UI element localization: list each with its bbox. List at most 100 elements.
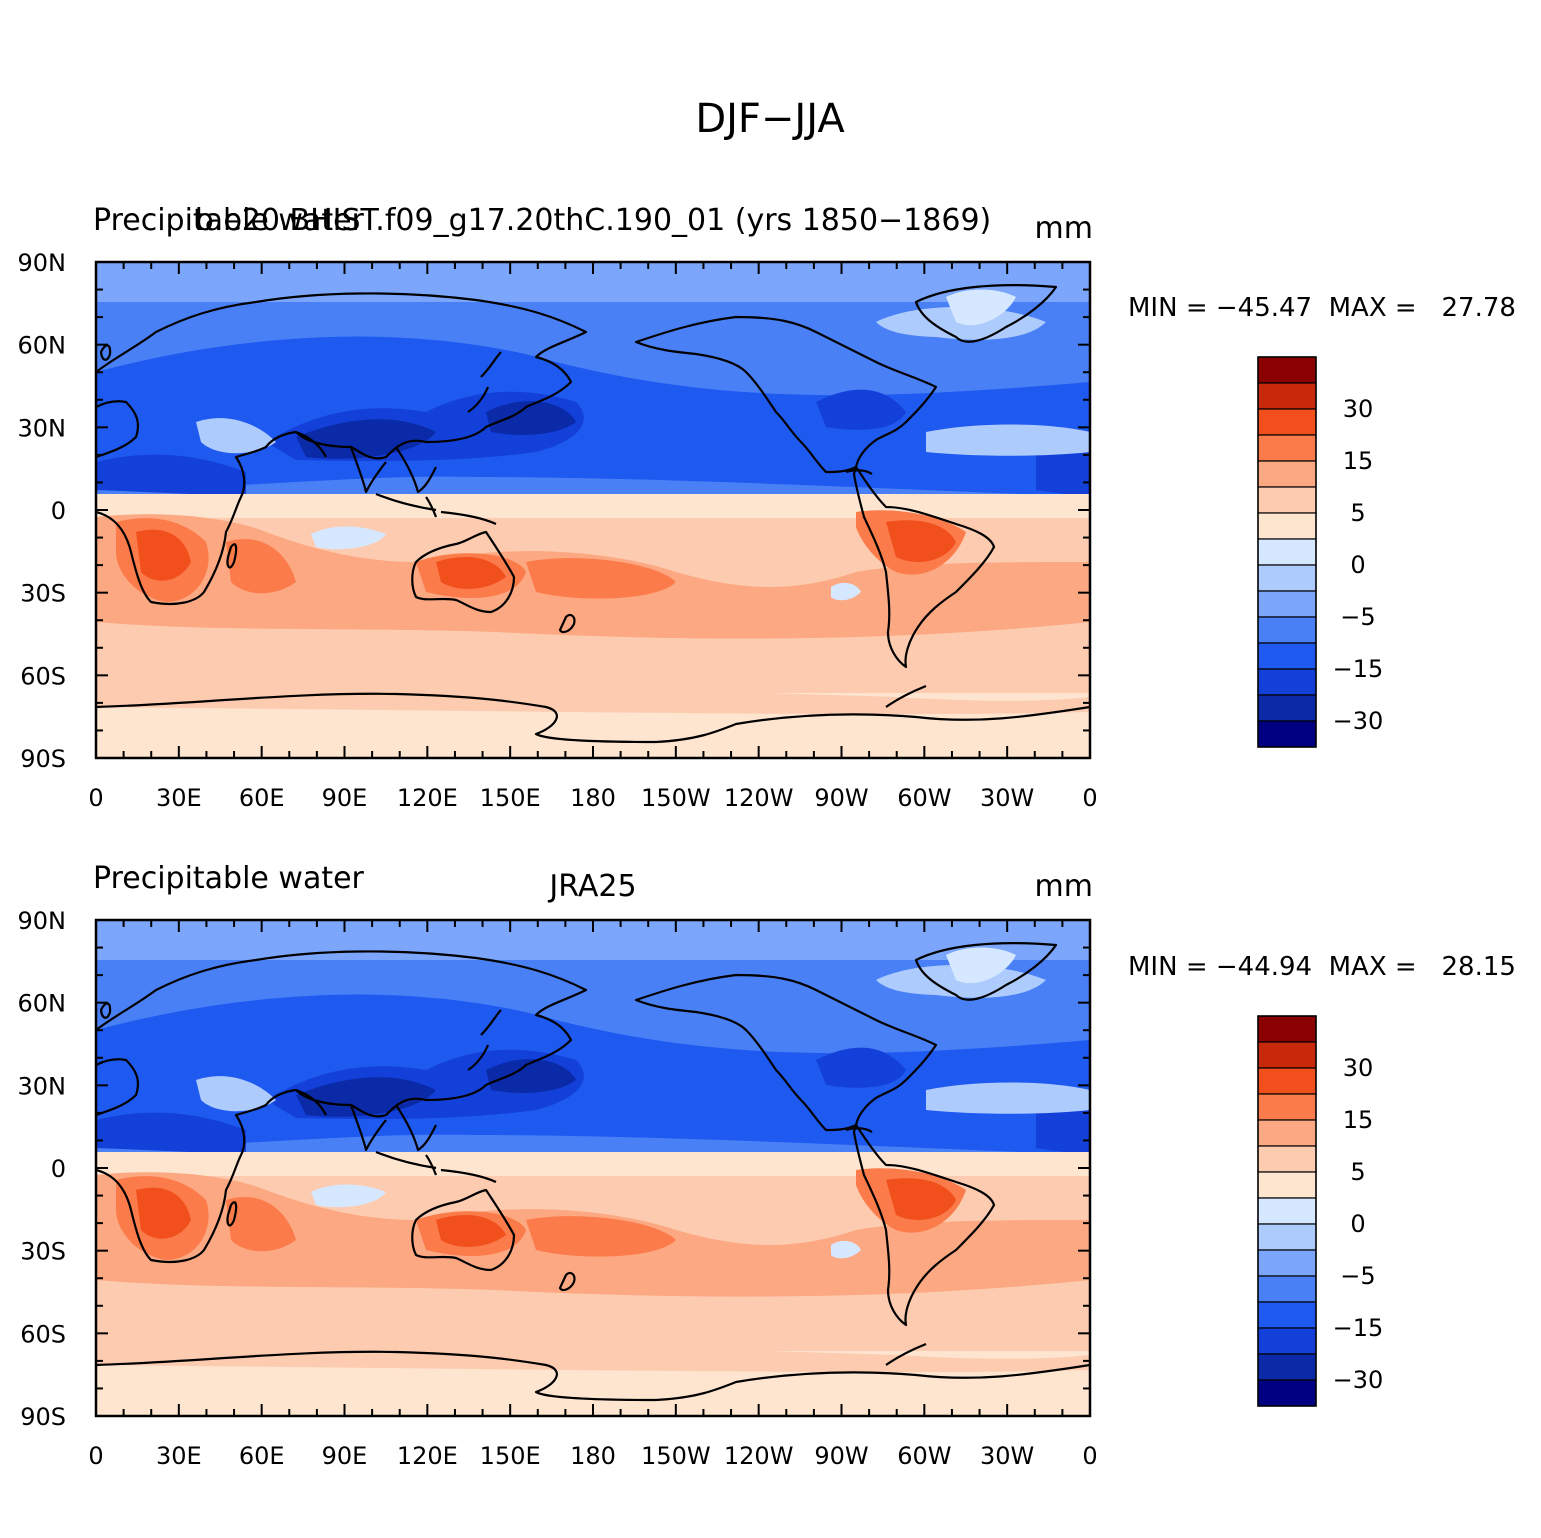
panel-1-lon-label: 30W [980, 784, 1034, 812]
panel-1-colorbar: 30 15 5 0 −5 −15 −30 [1257, 356, 1384, 748]
colorbar-swatch [1257, 694, 1317, 722]
colorbar-swatch [1257, 642, 1317, 670]
panel-1-lon-label: 60W [897, 784, 951, 812]
panel-2-lon-label: 120E [397, 1442, 458, 1470]
colorbar-swatch [1257, 1145, 1317, 1173]
colorbar-label: −30 [1333, 707, 1384, 735]
panel-2-lon-label: 30E [156, 1442, 202, 1470]
panel-2-lon-ticks: 0 30E 60E 90E 120E 150E 180 150W 120W 90W 60W 30W 0 [88, 920, 1098, 1470]
panel-2-lon-label: 30W [980, 1442, 1034, 1470]
panel-2-lat-label: 30N [18, 1072, 67, 1100]
colorbar-swatch [1257, 382, 1317, 410]
panel-2-lat-label: 0 [51, 1155, 66, 1183]
map-panel-1: Precipitable water b.e20.BHIST.f09_g17.2… [18, 203, 1516, 812]
panel-1-lon-label: 90W [814, 784, 868, 812]
colorbar-label: 15 [1343, 1106, 1374, 1134]
panel-1-lat-ticks: 90N 60N 30N 0 30S 60S 90S [18, 249, 1090, 773]
panel-1-lon-label: 120E [397, 784, 458, 812]
colorbar-swatch [1257, 434, 1317, 462]
colorbar-swatch [1257, 1275, 1317, 1303]
panel-1-lon-label: 30E [156, 784, 202, 812]
panel-2-lon-label: 180 [570, 1442, 616, 1470]
colorbar-label: −5 [1340, 1262, 1375, 1290]
colorbar-swatch [1257, 408, 1317, 436]
panel-2-lon-label: 60W [897, 1442, 951, 1470]
panel-2-lon-label: 0 [1082, 1442, 1097, 1470]
panel-2-center-title: JRA25 [547, 869, 636, 904]
panel-2-lat-label: 90S [20, 1403, 66, 1431]
panel-2-lon-label: 60E [239, 1442, 285, 1470]
panel-1-lon-label: 90E [322, 784, 368, 812]
colorbar-swatch [1257, 1223, 1317, 1251]
panel-2-lon-label: 0 [88, 1442, 103, 1470]
colorbar-label: −15 [1333, 1314, 1384, 1342]
colorbar-swatch [1257, 616, 1317, 644]
colorbar-swatch [1257, 720, 1317, 748]
panel-1-lon-label: 180 [570, 784, 616, 812]
colorbar-swatch [1257, 460, 1317, 488]
colorbar-swatch [1257, 486, 1317, 514]
panel-2-lon-label: 150W [641, 1442, 711, 1470]
panel-2-lat-label: 90N [18, 907, 67, 935]
colorbar-swatch [1257, 1301, 1317, 1329]
colorbar-label: 5 [1350, 1158, 1365, 1186]
colorbar-label: 5 [1350, 499, 1365, 527]
colorbar-label: 30 [1343, 395, 1374, 423]
panel-2-map-area: 0 30E 60E 90E 120E 150E 180 150W 120W 90W 60W 30W 0 … [18, 907, 1098, 1470]
colorbar-swatch [1257, 1327, 1317, 1355]
panel-2-lon-label: 150E [480, 1442, 541, 1470]
panel-1-lat-label: 0 [51, 497, 66, 525]
colorbar-swatch [1257, 1067, 1317, 1095]
colorbar-label: 0 [1350, 1210, 1365, 1238]
colorbar-label: 0 [1350, 551, 1365, 579]
panel-1-lon-label: 150W [641, 784, 711, 812]
panel-2-lat-label: 60S [20, 1320, 66, 1348]
panel-2-min-max: MIN = −44.94 MAX = 28.15 [1128, 952, 1516, 982]
colorbar-label: −15 [1333, 655, 1384, 683]
panel-1-lon-label: 0 [1082, 784, 1097, 812]
colorbar-swatch [1257, 1249, 1317, 1277]
colorbar-swatch [1257, 1041, 1317, 1069]
panel-1-left-title: Precipitable water [93, 203, 365, 238]
panel-2-lon-label: 120W [724, 1442, 794, 1470]
colorbar-swatch [1257, 1171, 1317, 1199]
panel-2-contour-field [96, 920, 1090, 1416]
panel-2-left-title: Precipitable water [93, 861, 365, 896]
colorbar-swatch [1257, 668, 1317, 696]
panel-1-lon-label: 0 [88, 784, 103, 812]
panel-2-lon-label: 90E [322, 1442, 368, 1470]
colorbar-swatch [1257, 356, 1317, 384]
panel-1-map-area: 0 30E 60E 90E 120E 150E 180 150W 120W 90W 60W 30W 0 … [18, 249, 1098, 812]
panel-1-lon-label: 120W [724, 784, 794, 812]
panel-1-lat-label: 30N [18, 414, 67, 442]
panel-1-lat-label: 30S [20, 580, 66, 608]
colorbar-swatch [1257, 564, 1317, 592]
panel-1-lat-label: 60S [20, 662, 66, 690]
figure-title: DJF−JJA [695, 96, 845, 142]
panel-2-lat-label: 30S [20, 1238, 66, 1266]
colorbar-label: −30 [1333, 1366, 1384, 1394]
panel-2-lon-label: 90W [814, 1442, 868, 1470]
panel-1-lon-label: 150E [480, 784, 541, 812]
panel-2-lat-label: 60N [18, 990, 67, 1018]
colorbar-label: 15 [1343, 447, 1374, 475]
colorbar-swatch [1257, 1093, 1317, 1121]
colorbar-swatch [1257, 1015, 1317, 1043]
panel-1-units: mm [1035, 211, 1093, 246]
panel-2-units: mm [1035, 869, 1093, 904]
panel-1-min-max: MIN = −45.47 MAX = 27.78 [1128, 293, 1516, 323]
colorbar-label: 30 [1343, 1054, 1374, 1082]
map-panel-2: Precipitable water JRA25 mm 0 30E 60E 90E 12… [18, 861, 1516, 1470]
colorbar-swatch [1257, 590, 1317, 618]
colorbar-swatch [1257, 1353, 1317, 1381]
panel-1-lon-ticks: 0 30E 60E 90E 120E 150E 180 150W 120W 90W 60W 30W 0 [88, 262, 1098, 812]
panel-2-colorbar: 30 15 5 0 −5 −15 −30 [1257, 1015, 1384, 1407]
colorbar-swatch [1257, 1119, 1317, 1147]
panel-1-lon-label: 60E [239, 784, 285, 812]
colorbar-label: −5 [1340, 603, 1375, 631]
panel-2-lat-ticks: 90N 60N 30N 0 30S 60S 90S [18, 907, 1090, 1431]
panel-1-lat-label: 90N [18, 249, 67, 277]
panel-1-lat-label: 60N [18, 332, 67, 360]
colorbar-swatch [1257, 1379, 1317, 1407]
